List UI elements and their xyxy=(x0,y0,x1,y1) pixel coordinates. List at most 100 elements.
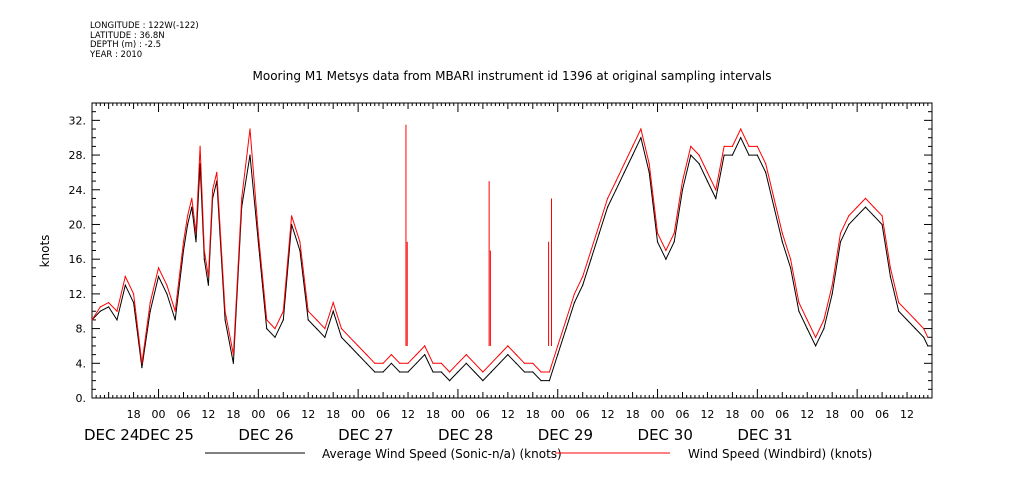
data-point-1 xyxy=(748,145,750,147)
data-point-1 xyxy=(174,310,176,312)
data-point-1 xyxy=(648,163,650,165)
data-point-1 xyxy=(806,319,808,321)
data-point-1 xyxy=(523,362,526,364)
data-point-1 xyxy=(839,232,842,234)
data-point-0 xyxy=(207,284,209,286)
meta-year: YEAR : 2010 xyxy=(90,49,143,60)
data-point-0 xyxy=(440,371,442,373)
data-point-1 xyxy=(474,362,476,364)
data-point-1 xyxy=(790,258,792,260)
data-point-1 xyxy=(898,302,900,304)
data-point-0 xyxy=(340,336,343,338)
data-point-0 xyxy=(540,380,542,382)
data-point-1 xyxy=(765,163,767,165)
data-point-1 xyxy=(540,371,542,373)
data-point-0 xyxy=(773,206,775,208)
data-point-0 xyxy=(257,241,259,243)
data-point-1 xyxy=(465,354,467,356)
x-hour-label: 18 xyxy=(127,408,141,421)
x-hour-label: 18 xyxy=(626,408,640,421)
y-tick-label: 12. xyxy=(69,288,87,301)
series-layer xyxy=(91,124,929,382)
data-point-1 xyxy=(873,206,875,208)
data-point-1 xyxy=(316,319,318,321)
x-hour-label: 12 xyxy=(301,408,315,421)
data-point-0 xyxy=(823,328,825,330)
data-point-1 xyxy=(324,328,326,330)
data-point-1 xyxy=(906,310,908,312)
data-point-1 xyxy=(731,145,734,147)
metadata-block: LONGITUDE : 122W(-122) LATITUDE : 36.8N … xyxy=(90,21,199,60)
data-point-1 xyxy=(723,145,725,147)
data-point-0 xyxy=(623,171,625,173)
data-point-0 xyxy=(224,319,226,321)
data-point-0 xyxy=(715,197,717,199)
data-point-1 xyxy=(299,241,301,243)
data-point-1 xyxy=(407,362,409,364)
x-hour-label: 12 xyxy=(900,408,914,421)
data-point-1 xyxy=(340,328,343,330)
data-point-1 xyxy=(216,171,218,173)
y-tick-label: 8. xyxy=(76,323,87,336)
x-hour-label: 06 xyxy=(875,408,889,421)
legend: Average Wind Speed (Sonic-n/a) (knots) W… xyxy=(205,447,872,461)
x-hour-label: 00 xyxy=(750,408,764,421)
data-point-0 xyxy=(324,336,326,338)
data-point-1 xyxy=(864,197,867,199)
data-point-0 xyxy=(740,137,742,139)
x-hour-label: 00 xyxy=(351,408,365,421)
x-day-label: DEC 28 xyxy=(438,426,493,444)
data-point-1 xyxy=(557,345,559,347)
y-axis-label: knots xyxy=(38,235,52,268)
data-point-1 xyxy=(756,145,758,147)
data-point-0 xyxy=(187,223,189,226)
data-point-1 xyxy=(823,319,825,321)
data-point-0 xyxy=(349,345,351,347)
axes-group: 0. 4. 8. 12. 16. 20. 24. 28. 32. 18 00 06 12 18 00 06 12… xyxy=(69,102,933,444)
data-point-0 xyxy=(299,249,301,252)
data-point-0 xyxy=(690,154,692,156)
data-point-0 xyxy=(927,345,929,347)
data-point-0 xyxy=(873,215,875,217)
x-hour-label: 12 xyxy=(201,408,215,421)
data-point-0 xyxy=(124,284,126,286)
data-point-1 xyxy=(656,232,659,234)
data-point-1 xyxy=(715,189,717,191)
y-tick-label: 16. xyxy=(69,253,87,266)
data-point-0 xyxy=(640,137,642,139)
x-hour-label: 12 xyxy=(601,408,615,421)
data-point-1 xyxy=(490,362,492,364)
plot-frame xyxy=(91,102,933,399)
x-day-label: DEC 31 xyxy=(737,426,792,444)
data-point-0 xyxy=(548,380,551,382)
data-point-1 xyxy=(640,128,642,130)
data-point-0 xyxy=(590,258,592,260)
data-point-0 xyxy=(99,310,101,312)
data-point-0 xyxy=(266,328,268,330)
data-point-1 xyxy=(424,345,426,347)
data-point-0 xyxy=(615,189,617,191)
data-point-1 xyxy=(382,362,384,364)
x-hour-label: 00 xyxy=(451,408,465,421)
data-point-0 xyxy=(923,336,925,338)
data-point-0 xyxy=(141,367,143,369)
x-hour-label: 06 xyxy=(775,408,789,421)
y-tick-label: 32. xyxy=(69,114,87,127)
data-point-1 xyxy=(207,275,209,278)
x-hour-label: 00 xyxy=(152,408,166,421)
data-point-0 xyxy=(465,362,467,364)
x-hour-label: 06 xyxy=(576,408,590,421)
data-point-1 xyxy=(232,354,234,356)
data-point-1 xyxy=(399,362,401,364)
x-day-label: DEC 25 xyxy=(139,426,194,444)
data-point-1 xyxy=(590,249,592,252)
x-hour-label: 18 xyxy=(526,408,540,421)
data-point-1 xyxy=(623,163,625,165)
data-point-0 xyxy=(449,380,451,382)
data-point-0 xyxy=(557,354,559,356)
data-point-1 xyxy=(212,189,214,191)
meta-depth: DEPTH (m) : -2.5 xyxy=(90,40,162,50)
data-point-1 xyxy=(607,197,609,199)
data-point-1 xyxy=(681,180,684,182)
data-point-1 xyxy=(415,354,417,356)
